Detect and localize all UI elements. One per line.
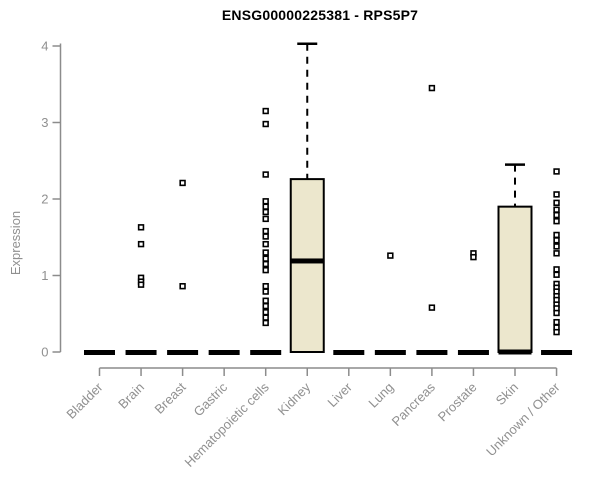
y-tick-label: 1 [41, 268, 48, 283]
outlier-point [137, 281, 145, 288]
outlier-point [553, 243, 560, 250]
median-line [290, 258, 324, 264]
outlier-point [553, 237, 560, 244]
outlier-point [262, 266, 269, 274]
x-category-label: Brain [115, 380, 147, 412]
outlier-point [470, 253, 477, 261]
collapsed-box-median [125, 350, 157, 355]
y-tick-label: 4 [41, 39, 48, 54]
outlier-point [262, 233, 269, 240]
collapsed-box-median [416, 350, 448, 355]
outlier-point [262, 198, 269, 205]
outlier-point [137, 224, 145, 231]
outlier-point [262, 309, 269, 316]
outlier-point [137, 240, 145, 248]
outlier-point [262, 260, 269, 268]
outlier-point [262, 203, 269, 210]
x-category-label: Unknown / Other [483, 379, 563, 459]
outlier-point [553, 250, 560, 257]
outlier-point [553, 231, 560, 239]
outlier-point [428, 84, 436, 92]
x-category-label: Pancreas [389, 379, 439, 429]
outlier-point [262, 227, 269, 235]
x-category-label: Bladder [63, 379, 106, 422]
outlier-point [428, 304, 436, 311]
outlier-point [553, 199, 560, 207]
box [497, 205, 533, 353]
outlier-point [262, 288, 269, 295]
outlier-point [262, 171, 269, 178]
outlier-point [262, 255, 269, 262]
outlier-point [553, 328, 560, 336]
outlier-point [262, 314, 269, 321]
outlier-point [553, 211, 560, 219]
outlier-point [262, 120, 269, 128]
outlier-point [262, 319, 269, 327]
outlier-point [387, 252, 394, 259]
collapsed-box-median [374, 350, 406, 355]
outlier-point [553, 309, 560, 317]
outlier-point [262, 249, 269, 256]
x-category-label: Prostate [435, 380, 480, 425]
outlier-point [262, 297, 269, 304]
outlier-point [553, 191, 560, 198]
x-category-label: Kidney [275, 379, 314, 418]
outlier-point [262, 215, 269, 223]
outlier-point [262, 208, 269, 216]
collapsed-box-median [84, 350, 115, 355]
outlier-point [262, 283, 269, 290]
x-category-label: Breast [152, 379, 189, 416]
outlier-point [553, 206, 560, 213]
collapsed-box-median [457, 350, 489, 355]
outlier-point [262, 240, 269, 248]
x-category-label: Skin [493, 380, 521, 408]
collapsed-box-median [541, 350, 573, 355]
y-tick-label: 2 [41, 192, 48, 207]
outlier-point [553, 217, 560, 225]
collapsed-box-median [208, 350, 240, 355]
x-category-label: Liver [324, 379, 355, 410]
outlier-point [262, 302, 269, 310]
outlier-point [179, 283, 186, 290]
x-category-label: Lung [365, 380, 396, 411]
chart-title: ENSG00000225381 - RPS5P7 [221, 7, 419, 23]
outlier-point [262, 107, 269, 115]
y-tick-label: 0 [41, 345, 48, 360]
collapsed-box-median [167, 350, 199, 355]
median-line [498, 349, 532, 355]
outlier-point [553, 266, 560, 273]
outlier-point [553, 168, 560, 175]
box [289, 178, 325, 353]
outlier-point [553, 271, 560, 278]
collapsed-box-median [250, 350, 282, 355]
x-category-label: Gastric [191, 379, 231, 419]
y-tick-label: 3 [41, 115, 48, 130]
collapsed-box-median [333, 350, 365, 355]
outlier-point [553, 318, 560, 326]
outlier-point [179, 179, 186, 187]
